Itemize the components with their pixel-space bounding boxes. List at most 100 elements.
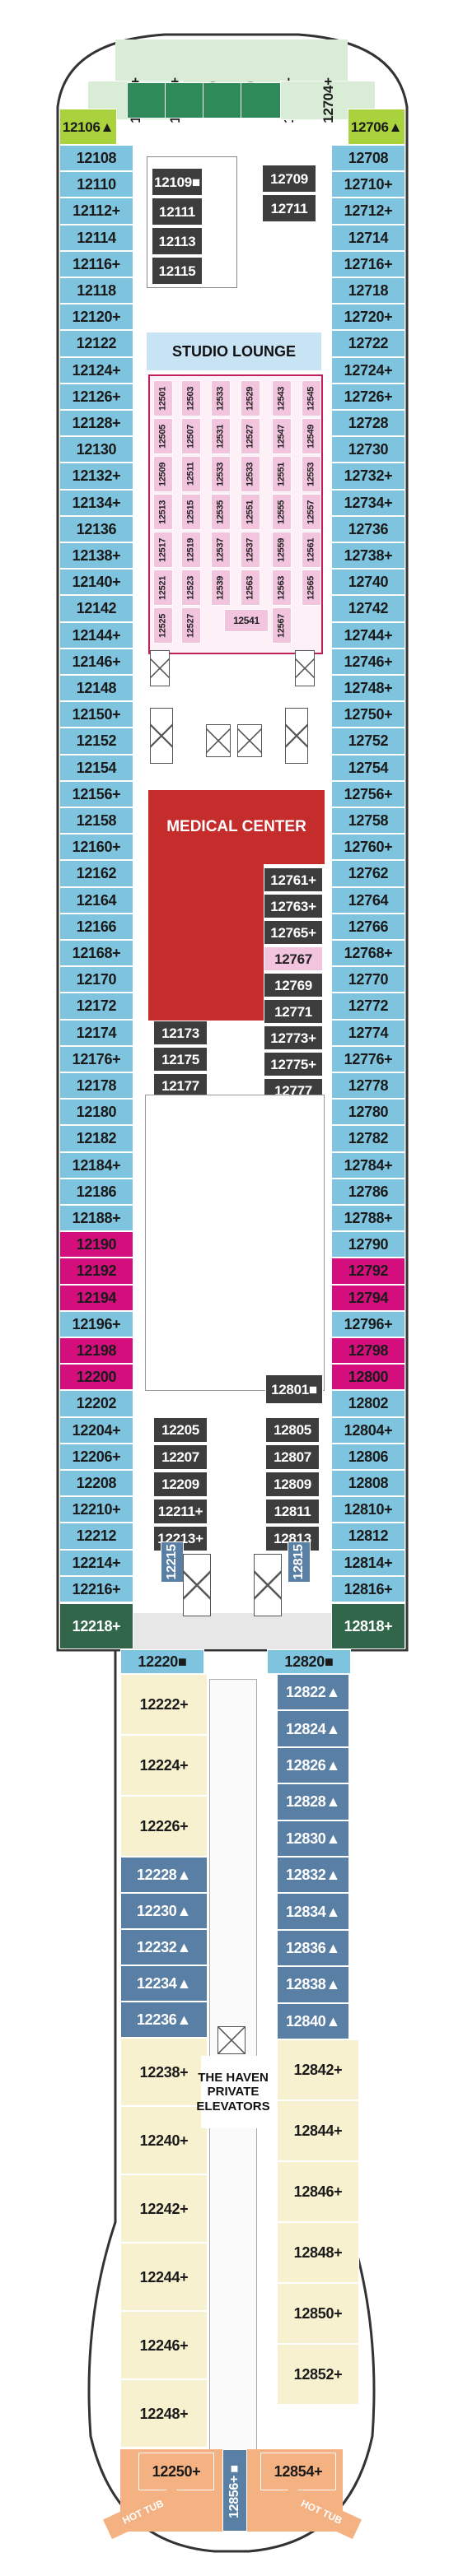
starboard-cabin[interactable]: 12778 [331, 1072, 405, 1100]
haven-cabin[interactable]: 12242+ [120, 2174, 208, 2243]
studio-cabin[interactable]: 12533 [211, 380, 231, 416]
starboard-cabin[interactable]: 12708 [331, 145, 405, 172]
starboard-cabin[interactable]: 12800 [331, 1364, 405, 1391]
haven-suite[interactable]: 12236▲ [120, 2002, 208, 2038]
port-cabin[interactable]: 12180 [59, 1099, 133, 1126]
port-cabin[interactable]: 12150+ [59, 701, 133, 728]
inside-cabin[interactable]: 12805 [265, 1417, 320, 1443]
starboard-cabin[interactable]: 12784+ [331, 1151, 405, 1179]
haven-cabin[interactable]: 12246+ [120, 2311, 208, 2379]
inside-cabin[interactable]: 12209 [153, 1472, 208, 1497]
studio-cabin[interactable]: 12501 [153, 380, 173, 416]
starboard-cabin[interactable]: 12812 [331, 1523, 405, 1550]
haven-suite[interactable]: 12228▲ [120, 1857, 208, 1893]
haven-suite[interactable]: 12830▲ [277, 1820, 349, 1857]
port-cabin[interactable]: 12182 [59, 1125, 133, 1152]
starboard-cabin[interactable]: 12790 [331, 1231, 405, 1258]
studio-cabin[interactable]: 12555 [272, 494, 292, 530]
haven-cabin[interactable]: 12844+ [277, 2100, 359, 2161]
inside-cabin[interactable]: 12109■ [152, 168, 203, 196]
studio-cabin[interactable]: 12537 [211, 532, 231, 568]
haven-cabin[interactable]: 12852+ [277, 2344, 359, 2405]
port-cabin[interactable]: 12200 [59, 1364, 133, 1391]
starboard-cabin[interactable]: 12732+ [331, 463, 405, 490]
stern-cabin[interactable]: 12854+ [260, 2453, 336, 2490]
studio-cabin[interactable]: 12511 [181, 456, 201, 492]
starboard-cabin[interactable]: 12720+ [331, 304, 405, 331]
haven-cabin[interactable]: 12248+ [120, 2379, 208, 2448]
inside-cabin[interactable]: 12211+ [153, 1499, 208, 1524]
port-cabin[interactable]: 12138+ [59, 542, 133, 570]
studio-cabin[interactable]: 12563 [272, 570, 292, 606]
inside-cabin[interactable]: 12807 [265, 1444, 320, 1470]
port-cabin[interactable]: 12206+ [59, 1443, 133, 1470]
inside-cabin[interactable]: 12765+ [264, 920, 323, 945]
studio-cabin[interactable]: 12507 [181, 418, 201, 454]
bow-corner-cabin[interactable]: 12106▲ [59, 109, 117, 145]
studio-cabin[interactable]: 12547 [272, 418, 292, 454]
studio-cabin[interactable]: 12545 [302, 380, 321, 416]
inside-cabin[interactable]: 12111 [152, 198, 203, 226]
starboard-cabin[interactable]: 12816+ [331, 1575, 405, 1602]
inside-cabin[interactable]: 12763+ [264, 894, 323, 918]
studio-cabin[interactable]: 12567 [272, 607, 292, 644]
inside-cabin[interactable]: 12709 [262, 165, 316, 193]
haven-cabin[interactable]: 12846+ [277, 2161, 359, 2222]
haven-suite[interactable]: 12832▲ [277, 1857, 349, 1894]
studio-cabin[interactable]: 12557 [302, 494, 321, 530]
port-cabin[interactable]: 12208 [59, 1470, 133, 1497]
starboard-cabin[interactable]: 12796+ [331, 1310, 405, 1337]
port-cabin[interactable]: 12174 [59, 1019, 133, 1046]
starboard-cabin[interactable]: 12742 [331, 595, 405, 622]
haven-suite[interactable]: 12840▲ [277, 2002, 349, 2039]
port-cabin[interactable]: 12134+ [59, 489, 133, 516]
haven-cabin[interactable]: 12224+ [120, 1735, 208, 1796]
port-cabin[interactable]: 12116+ [59, 250, 133, 277]
port-cabin[interactable]: 12168+ [59, 940, 133, 967]
port-cabin[interactable]: 12212 [59, 1523, 133, 1550]
port-cabin[interactable]: 12126+ [59, 383, 133, 410]
studio-cabin[interactable]: 12527 [241, 418, 260, 454]
haven-suite[interactable]: 12828▲ [277, 1783, 349, 1820]
starboard-cabin[interactable]: 12762 [331, 860, 405, 887]
starboard-cabin[interactable]: 12806 [331, 1443, 405, 1470]
inside-cabin[interactable]: 12113 [152, 227, 203, 255]
port-cabin[interactable]: 12198 [59, 1337, 133, 1365]
aft-cabin[interactable]: 12220■ [120, 1649, 204, 1674]
inside-cabin[interactable]: 12801■ [265, 1374, 323, 1404]
starboard-cabin[interactable]: 12728 [331, 410, 405, 437]
port-cabin[interactable]: 12128+ [59, 410, 133, 437]
studio-cabin[interactable]: 12551 [241, 494, 260, 530]
haven-cabin[interactable]: 12244+ [120, 2243, 208, 2311]
aft-corner-cabin[interactable]: 12218+ [59, 1603, 133, 1649]
studio-cabin[interactable]: 12515 [181, 494, 201, 530]
port-cabin[interactable]: 12190 [59, 1231, 133, 1258]
port-cabin[interactable]: 12172 [59, 993, 133, 1020]
studio-cabin[interactable]: 12539 [211, 570, 231, 606]
starboard-cabin[interactable]: 12808 [331, 1470, 405, 1497]
inside-cabin[interactable]: 12207 [153, 1444, 208, 1470]
starboard-cabin[interactable]: 12782 [331, 1125, 405, 1152]
studio-cabin[interactable]: 12559 [272, 532, 292, 568]
starboard-cabin[interactable]: 12776+ [331, 1045, 405, 1072]
starboard-cabin[interactable]: 12756+ [331, 780, 405, 807]
haven-cabin[interactable]: 12238+ [120, 2038, 208, 2106]
starboard-cabin[interactable]: 12768+ [331, 940, 405, 967]
studio-cabin[interactable]: 12509 [153, 456, 173, 492]
studio-cabin[interactable]: 12541 [224, 609, 269, 632]
starboard-cabin[interactable]: 12802 [331, 1390, 405, 1417]
inside-cabin[interactable]: 12205 [153, 1417, 208, 1443]
studio-cabin[interactable]: 12531 [211, 418, 231, 454]
studio-cabin[interactable]: 12513 [153, 494, 173, 530]
starboard-cabin[interactable]: 12714 [331, 224, 405, 251]
starboard-cabin[interactable]: 12814+ [331, 1549, 405, 1576]
port-cabin[interactable]: 12204+ [59, 1416, 133, 1444]
inside-cabin[interactable]: 12761+ [264, 867, 323, 892]
inside-cabin[interactable]: 12771 [264, 999, 323, 1024]
haven-suite[interactable]: 12838▲ [277, 1966, 349, 2003]
studio-cabin[interactable]: 12521 [153, 570, 173, 606]
bow-corner-cabin[interactable]: 12706▲ [348, 109, 405, 145]
haven-suite[interactable]: 12836▲ [277, 1929, 349, 1967]
port-cabin[interactable]: 12210+ [59, 1496, 133, 1523]
stern-cabin[interactable]: 12856+■ [222, 2449, 247, 2532]
